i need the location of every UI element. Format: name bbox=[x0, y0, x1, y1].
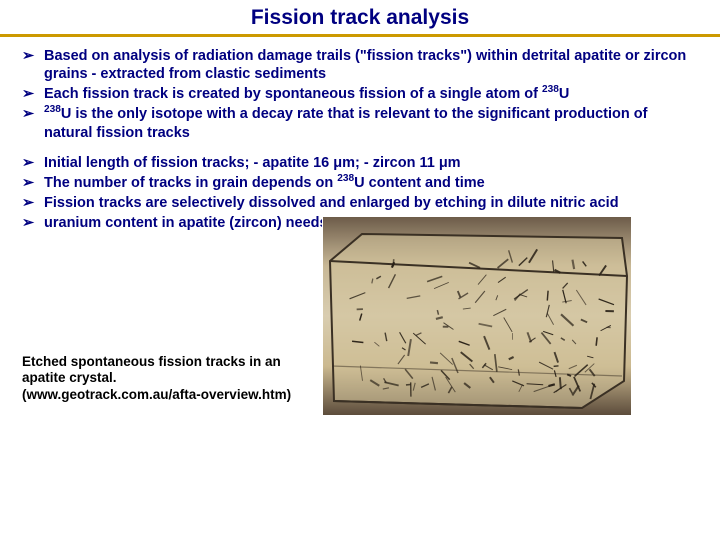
image-caption: Etched spontaneous fission tracks in an … bbox=[22, 354, 312, 403]
bullet-item: The number of tracks in grain depends on… bbox=[22, 174, 698, 192]
bullet-item: Initial length of fission tracks; - apat… bbox=[22, 154, 698, 172]
apatite-image bbox=[322, 216, 632, 416]
lower-row: Etched spontaneous fission tracks in an … bbox=[22, 244, 698, 416]
title-text: Fission track analysis bbox=[251, 6, 469, 29]
caption-block: Etched spontaneous fission tracks in an … bbox=[22, 244, 312, 403]
content-area: Based on analysis of radiation damage tr… bbox=[0, 47, 720, 416]
bullet-item: 238U is the only isotope with a decay ra… bbox=[22, 105, 698, 141]
horizontal-rule bbox=[0, 34, 720, 37]
apatite-svg bbox=[322, 216, 632, 416]
page-title: Fission track analysis bbox=[0, 0, 720, 34]
bullet-group-1: Based on analysis of radiation damage tr… bbox=[22, 47, 698, 142]
bullet-item: Based on analysis of radiation damage tr… bbox=[22, 47, 698, 83]
bullet-item: Each fission track is created by spontan… bbox=[22, 85, 698, 103]
bullet-item: Fission tracks are selectively dissolved… bbox=[22, 194, 698, 212]
